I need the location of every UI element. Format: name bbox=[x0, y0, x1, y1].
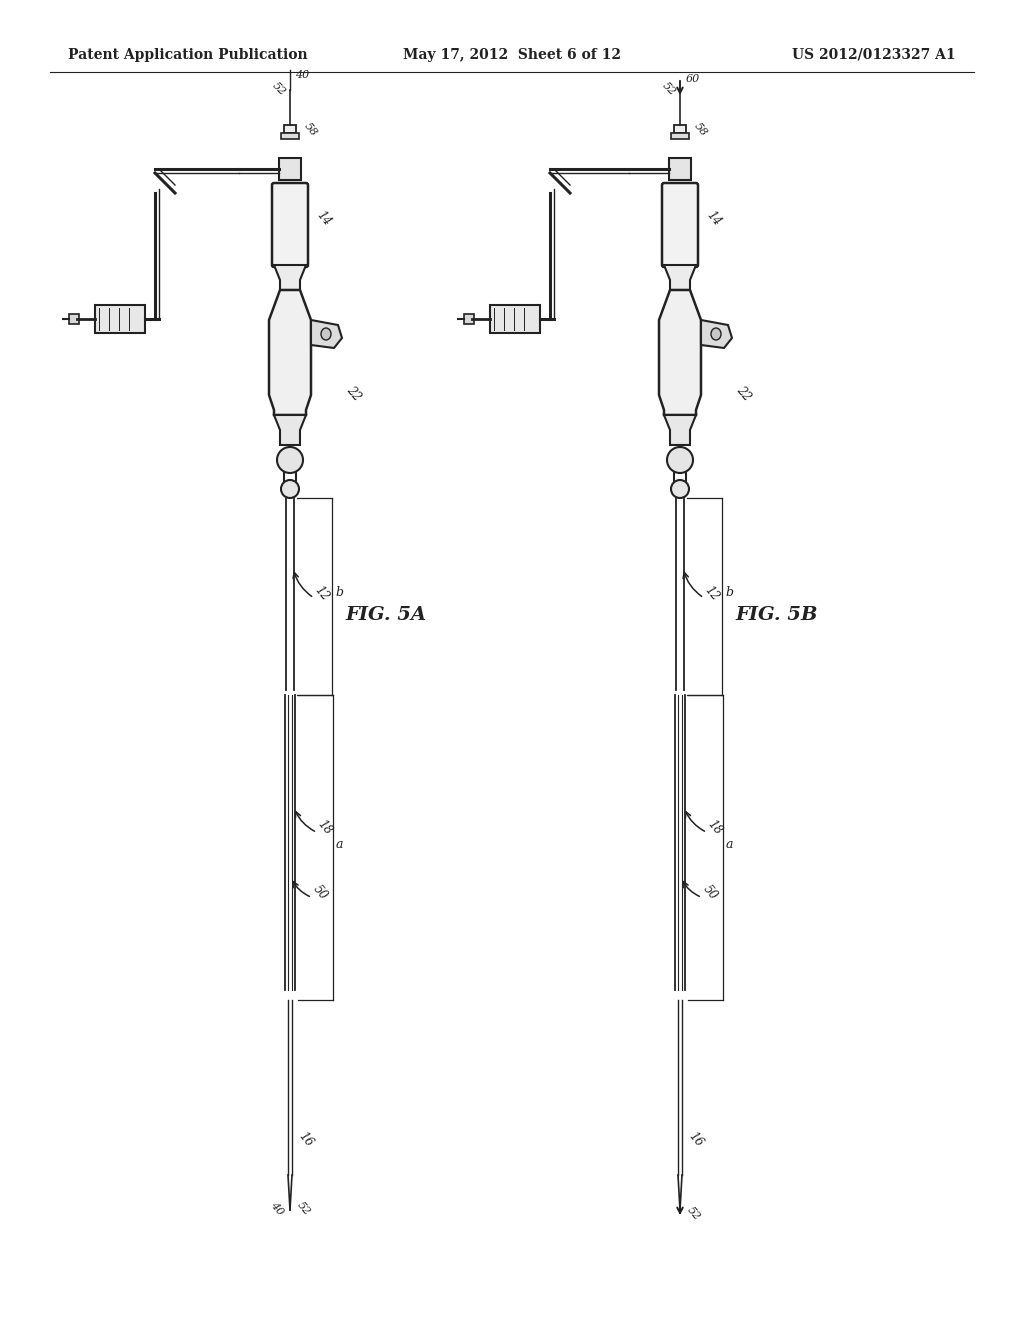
Text: 40: 40 bbox=[295, 70, 309, 81]
Text: 22: 22 bbox=[344, 383, 364, 403]
Text: Patent Application Publication: Patent Application Publication bbox=[68, 48, 307, 62]
Polygon shape bbox=[311, 319, 342, 348]
Text: 16: 16 bbox=[296, 1130, 315, 1150]
Text: 40: 40 bbox=[268, 1200, 285, 1217]
FancyBboxPatch shape bbox=[671, 133, 689, 139]
Text: 50: 50 bbox=[310, 883, 330, 903]
Polygon shape bbox=[664, 414, 696, 445]
Polygon shape bbox=[274, 414, 306, 445]
Text: 18: 18 bbox=[315, 817, 335, 837]
FancyBboxPatch shape bbox=[662, 183, 698, 267]
Circle shape bbox=[667, 447, 693, 473]
Polygon shape bbox=[269, 290, 311, 414]
Text: US 2012/0123327 A1: US 2012/0123327 A1 bbox=[793, 48, 956, 62]
Text: 58: 58 bbox=[302, 120, 318, 139]
Text: 52: 52 bbox=[270, 79, 287, 96]
Text: FIG. 5B: FIG. 5B bbox=[735, 606, 817, 624]
Text: 52: 52 bbox=[685, 1205, 701, 1222]
FancyBboxPatch shape bbox=[279, 158, 301, 180]
Text: b: b bbox=[725, 586, 733, 599]
Text: 52: 52 bbox=[295, 1200, 312, 1217]
Text: b: b bbox=[335, 586, 343, 599]
Text: 12: 12 bbox=[312, 583, 332, 603]
FancyBboxPatch shape bbox=[284, 125, 296, 133]
Text: 58: 58 bbox=[692, 120, 709, 139]
Text: 60: 60 bbox=[686, 74, 700, 84]
Polygon shape bbox=[664, 265, 696, 290]
Circle shape bbox=[671, 480, 689, 498]
Text: 12: 12 bbox=[702, 583, 722, 603]
Text: 50: 50 bbox=[700, 883, 720, 903]
Text: 14: 14 bbox=[314, 209, 334, 228]
Text: 16: 16 bbox=[686, 1130, 706, 1150]
Polygon shape bbox=[701, 319, 732, 348]
FancyBboxPatch shape bbox=[490, 305, 540, 333]
FancyBboxPatch shape bbox=[674, 125, 686, 133]
FancyBboxPatch shape bbox=[669, 158, 691, 180]
FancyBboxPatch shape bbox=[272, 183, 308, 267]
Text: 18: 18 bbox=[705, 817, 725, 837]
FancyBboxPatch shape bbox=[281, 133, 299, 139]
Text: FIG. 5A: FIG. 5A bbox=[345, 606, 426, 624]
Polygon shape bbox=[659, 290, 701, 414]
Ellipse shape bbox=[711, 327, 721, 341]
Text: 22: 22 bbox=[734, 383, 754, 403]
FancyBboxPatch shape bbox=[464, 314, 474, 323]
Text: 14: 14 bbox=[705, 209, 724, 228]
Polygon shape bbox=[274, 265, 306, 290]
Ellipse shape bbox=[321, 327, 331, 341]
FancyBboxPatch shape bbox=[95, 305, 145, 333]
Text: May 17, 2012  Sheet 6 of 12: May 17, 2012 Sheet 6 of 12 bbox=[403, 48, 621, 62]
Circle shape bbox=[278, 447, 303, 473]
Text: a: a bbox=[726, 837, 733, 850]
Circle shape bbox=[281, 480, 299, 498]
Text: a: a bbox=[336, 837, 343, 850]
Text: 52: 52 bbox=[660, 79, 677, 96]
FancyBboxPatch shape bbox=[69, 314, 79, 323]
